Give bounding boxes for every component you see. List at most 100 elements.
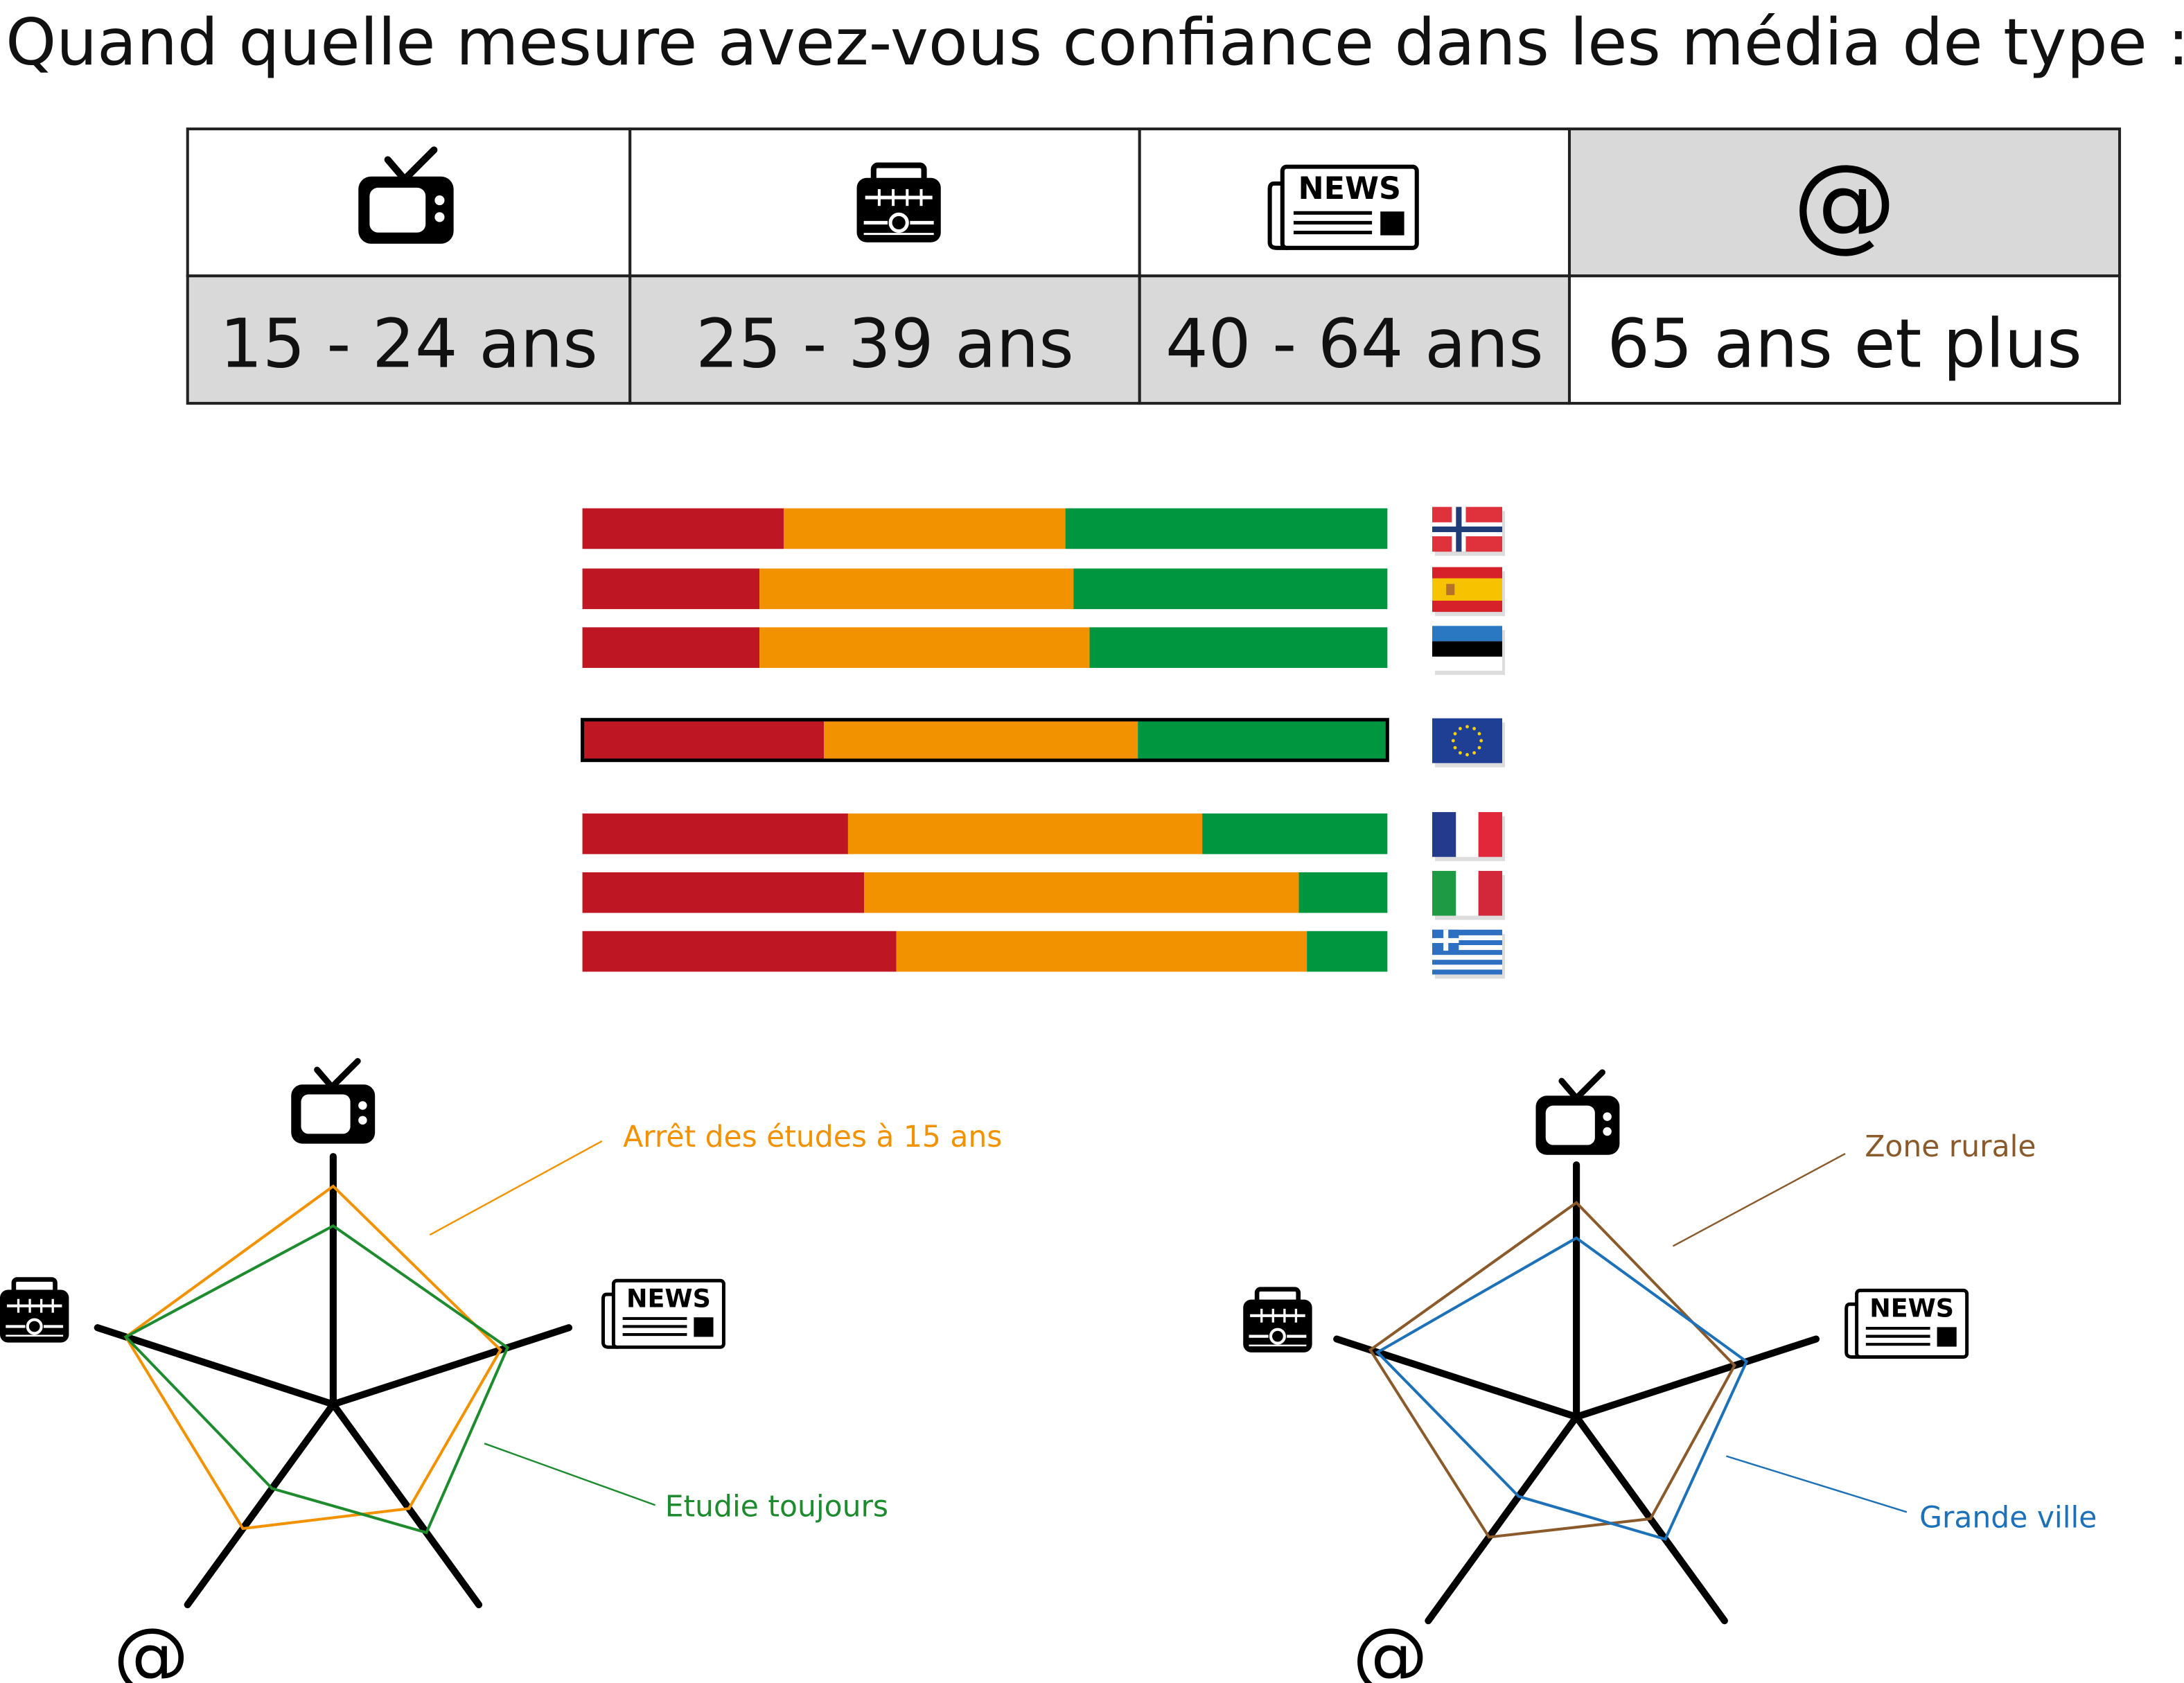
tv-screen (369, 187, 426, 233)
paper-square (694, 1317, 714, 1337)
radio-speaker (26, 1318, 43, 1335)
age-label: 65 ans et plus (1607, 305, 2081, 383)
flag-star (1451, 739, 1455, 743)
radar-axis (329, 1324, 573, 1408)
news-text: NEWS (626, 1283, 711, 1313)
axis-label: @ (1353, 1612, 1428, 1683)
radio-icon (856, 162, 941, 243)
news-icon: NEWS (601, 1278, 725, 1349)
flag-star (1465, 752, 1469, 757)
news-text: NEWS (1298, 171, 1401, 206)
flag-part (1432, 656, 1503, 671)
radar-axis (1425, 1413, 1580, 1625)
row-cell (1567, 274, 2122, 405)
bar-segment (896, 931, 1307, 972)
bar-segment (759, 627, 1090, 668)
flag-star (1472, 751, 1477, 755)
radar-line (123, 1224, 510, 1535)
flag-star (1479, 739, 1483, 743)
age-label: 40 - 64 ans (1165, 305, 1544, 383)
antenna (384, 156, 408, 183)
bar-segment (1138, 719, 1388, 761)
tv-icon (358, 146, 454, 244)
tv-knob (1603, 1127, 1612, 1136)
tv-knob (434, 195, 445, 206)
antenna (400, 146, 438, 183)
radar-axis (1573, 1335, 1820, 1420)
bar-segment (1065, 508, 1388, 549)
age-label: 15 - 24 ans (220, 305, 598, 383)
flag-star (1453, 746, 1457, 750)
tv-knob (1603, 1112, 1612, 1121)
flag-part (1432, 526, 1503, 532)
flag (1432, 567, 1506, 617)
bar-segment (783, 508, 1066, 549)
bar-segment (1298, 872, 1388, 913)
flag (1432, 626, 1506, 676)
tv-knob (434, 212, 445, 222)
flag-star (1477, 732, 1481, 736)
flag-part (1446, 583, 1455, 595)
tv-icon (1535, 1069, 1620, 1155)
axis-label: @ (114, 1612, 189, 1683)
flag (1432, 718, 1506, 768)
flag-part (1478, 812, 1503, 857)
tv-knob (358, 1101, 367, 1110)
flag-part (1432, 945, 1503, 951)
flag-part (1432, 937, 1459, 943)
row-cell (1138, 274, 1571, 405)
row-cell (186, 274, 632, 405)
news-icon: NEWS (1844, 1288, 1969, 1359)
row-cell (628, 274, 1141, 405)
flag (1432, 870, 1506, 920)
bar-segment (824, 719, 1138, 761)
bar-segment (582, 931, 897, 972)
series-label: Grande ville (1919, 1501, 2097, 1535)
bar-outline (581, 718, 1389, 762)
bar-segment (864, 872, 1299, 913)
radio-speaker (1269, 1328, 1286, 1345)
flag (1432, 506, 1506, 556)
bar-segment (1202, 813, 1388, 854)
flag (1432, 812, 1506, 861)
antenna (1573, 1069, 1605, 1102)
flag (1432, 929, 1506, 979)
radar-axis (1333, 1335, 1580, 1420)
flag-star (1477, 746, 1481, 750)
flag-star (1472, 727, 1477, 730)
radar-axis (329, 1400, 483, 1609)
flag-star (1465, 725, 1469, 729)
bar-segment (1307, 931, 1388, 972)
flag-part (1432, 964, 1503, 970)
leader-line (429, 1140, 603, 1236)
tv-screen (301, 1094, 351, 1134)
bar-segment (582, 568, 760, 610)
flag-part (1432, 641, 1503, 657)
flag-part (1478, 870, 1503, 916)
flag-part (1456, 812, 1479, 857)
radar-line (1375, 1236, 1749, 1541)
news-icon: NEWS (1267, 164, 1419, 250)
tv-screen (1545, 1105, 1595, 1145)
paper-square (1380, 211, 1404, 236)
radio-icon (0, 1277, 69, 1343)
series-label: Zone rurale (1865, 1130, 2036, 1164)
news-text: NEWS (1869, 1293, 1954, 1323)
series-label: Arrêt des études à 15 ans (623, 1120, 1002, 1154)
flag-part (1432, 812, 1456, 857)
flag-part (1432, 718, 1503, 764)
series-label: Etudie toujours (665, 1490, 888, 1524)
radar-axis (94, 1324, 337, 1408)
bar-segment (847, 813, 1203, 854)
flag-part (1432, 626, 1503, 642)
antenna (1558, 1077, 1580, 1102)
tv-knob (358, 1116, 367, 1125)
age-label: 25 - 39 ans (696, 305, 1074, 383)
bar-segment (582, 872, 865, 913)
bar-segment (582, 508, 784, 549)
page-title: Quand quelle mesure avez-vous confiance … (6, 5, 2184, 80)
tv-icon (291, 1058, 376, 1144)
leader-line (1725, 1455, 1908, 1513)
flag-part (1456, 870, 1479, 916)
